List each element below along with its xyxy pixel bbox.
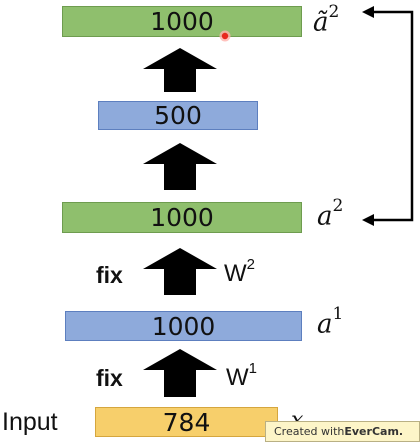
output-layer-size: 1000 (150, 7, 214, 36)
fix-label-upper: fix (96, 262, 123, 288)
hidden1-layer-box: 1000 (65, 311, 302, 341)
output-layer-box: 1000 (62, 6, 302, 37)
up-arrow-3 (143, 248, 217, 295)
up-arrow-4 (143, 349, 217, 397)
weight-w1-label: W1 (226, 360, 257, 391)
hidden2-layer-size: 1000 (150, 203, 214, 232)
bracket-connector (362, 6, 414, 226)
weight-w2-label: W2 (224, 256, 255, 287)
cursor-dot (219, 30, 231, 42)
bracket-arrowhead-bottom (362, 214, 374, 226)
up-arrow-1 (143, 48, 217, 92)
input-label: Input (2, 408, 58, 436)
fix-label-lower: fix (96, 365, 123, 391)
hidden2-layer-symbol: a2 (317, 196, 344, 232)
evercam-watermark: Created with EverCam. (265, 421, 420, 442)
hidden2-layer-box: 1000 (62, 202, 302, 233)
mid-layer-size: 500 (154, 101, 202, 130)
input-layer-size: 784 (162, 407, 211, 437)
up-arrow-2 (143, 143, 217, 190)
bracket-arrowhead-top (362, 6, 374, 18)
hidden1-layer-size: 1000 (151, 311, 216, 341)
hidden1-layer-symbol: a1 (317, 304, 344, 340)
input-layer-box: 784 (95, 407, 278, 437)
mid-layer-box: 500 (98, 101, 258, 130)
output-layer-symbol: ã2 (313, 2, 340, 38)
